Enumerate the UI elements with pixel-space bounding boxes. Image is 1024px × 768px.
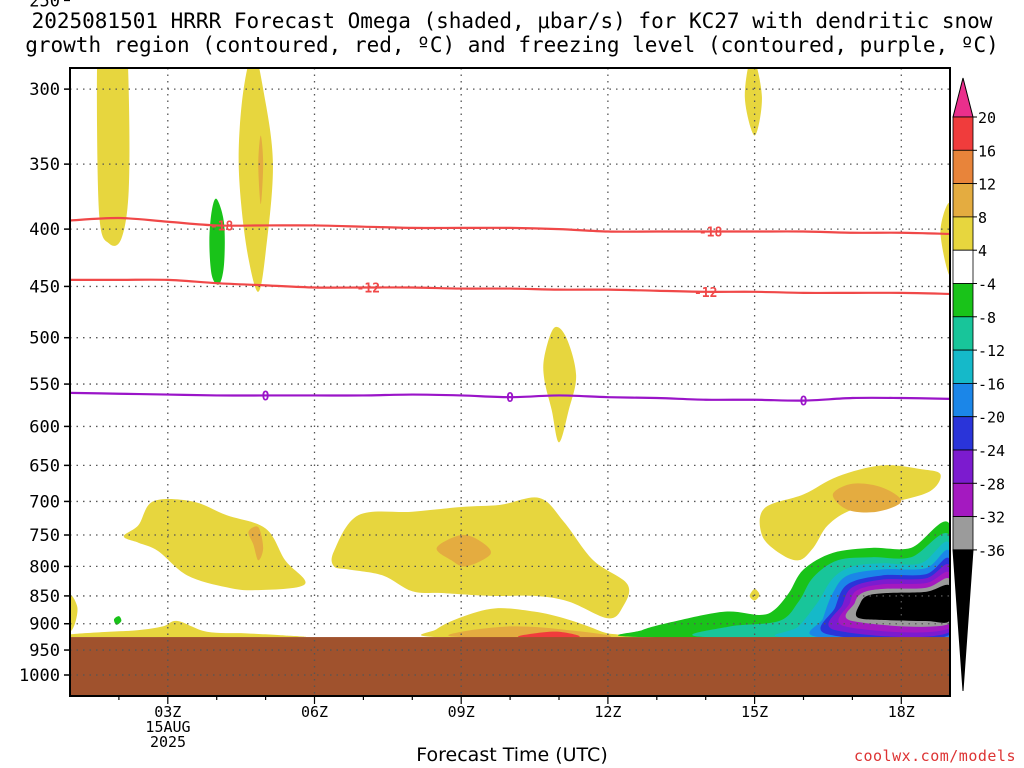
temperature-contours: -18 -18 -12 -12 0 0 0 <box>70 216 950 410</box>
y-tick-label-300: 300 <box>29 80 60 100</box>
omega-region-17 <box>832 483 902 513</box>
contour-label-2-1: 0 <box>506 391 514 406</box>
y-tick-label-500: 500 <box>29 329 60 349</box>
omega-region-14 <box>70 595 78 631</box>
colorbar-label-7: -12 <box>978 342 1005 360</box>
y-tick-label-550: 550 <box>29 375 60 395</box>
colorbar-segment-11 <box>952 449 974 484</box>
contour-line-1 <box>70 278 950 296</box>
omega-region-19 <box>940 202 950 276</box>
y-tick-label-650: 650 <box>29 456 60 476</box>
omega-region-13 <box>70 620 307 638</box>
y-tick-label-1000: 1000 <box>19 666 60 686</box>
colorbar-segment-7 <box>952 316 974 351</box>
contour-label-2-0: 0 <box>262 389 270 404</box>
omega-region-0 <box>96 68 130 246</box>
colorbar-label-13: -36 <box>978 542 1005 560</box>
omega-region-2 <box>258 135 264 205</box>
colorbar-label-8: -16 <box>978 375 1005 393</box>
date-label: 15AUG 2025 <box>128 720 208 750</box>
y-tick-label-900: 900 <box>29 615 60 635</box>
x-tick-label-15Z: 15Z <box>741 703 768 721</box>
chart-title-line-1: 2025081501 HRRR Forecast Omega (shaded, … <box>31 9 993 33</box>
y-tick-label-850: 850 <box>29 587 60 607</box>
colorbar-segment-2 <box>952 149 974 185</box>
date-label-year: 2025 <box>149 733 187 751</box>
colorbar-label-0: 20 <box>978 109 996 127</box>
x-tick-label-09Z: 09Z <box>448 703 475 721</box>
credit-link[interactable]: coolwx.com/models <box>853 747 1016 765</box>
date-label-day: 15AUG <box>145 718 191 736</box>
y-tick-label-600: 600 <box>29 417 60 437</box>
y-tick-label-250: 250 <box>29 0 60 11</box>
plot-area <box>70 68 950 696</box>
omega-colorbar: 20 16 12 8 4 -4 -8 -12 -16 -20 -24 -28 -32 -36 <box>952 77 1005 692</box>
x-tick-label-12Z: 12Z <box>594 703 621 721</box>
colorbar-label-1: 16 <box>978 142 996 160</box>
omega-region-15 <box>113 616 122 625</box>
y-tick-label-400: 400 <box>29 220 60 240</box>
x-tick-label-18Z: 18Z <box>888 703 915 721</box>
colorbar-segment-10 <box>952 416 974 451</box>
omega-region-12 <box>517 631 580 638</box>
time-axis: 03Z 06Z 09Z 12Z 15Z 18Z <box>118 696 915 721</box>
omega-region-4 <box>744 68 762 136</box>
colorbar-label-11: -28 <box>978 475 1005 493</box>
omega-region-16 <box>759 465 941 561</box>
colorbar-label-12: -32 <box>978 509 1005 527</box>
colorbar-segment-9 <box>952 382 974 418</box>
y-tick-label-350: 350 <box>29 155 60 175</box>
pressure-axis: 250 300 350 400 450 500 550 600 650 700 750 800 850 9… <box>19 0 70 686</box>
y-tick-label-800: 800 <box>29 557 60 577</box>
colorbar-label-2: 12 <box>978 176 996 194</box>
x-axis-label: Forecast Time (UTC) <box>416 744 608 766</box>
colorbar-segment-6 <box>952 283 974 318</box>
contour-label-0-1: -18 <box>699 226 723 241</box>
y-tick-label-750: 750 <box>29 526 60 546</box>
x-tick-label-03Z: 03Z <box>154 703 181 721</box>
colorbar-label-9: -20 <box>978 409 1005 427</box>
colorbar-label-4: 4 <box>978 242 987 260</box>
contour-label-0-0: -18 <box>210 219 234 234</box>
omega-region-9 <box>436 534 492 567</box>
y-tick-label-450: 450 <box>29 277 60 297</box>
contour-label-1-0: -12 <box>357 282 380 297</box>
contour-line-2 <box>70 391 950 402</box>
x-tick-label-06Z: 06Z <box>301 703 328 721</box>
colorbar-top-arrow <box>952 77 974 118</box>
colorbar-segment-3 <box>952 183 974 218</box>
chart-title-line-2: growth region (contoured, red, ºC) and f… <box>25 33 999 57</box>
contour-line-0 <box>70 216 950 236</box>
contour-label-2-2: 0 <box>800 395 808 410</box>
colorbar-segment-5 <box>952 249 974 284</box>
omega-region-5 <box>543 326 577 443</box>
y-tick-label-700: 700 <box>29 492 60 512</box>
omega-region-1 <box>238 68 273 292</box>
colorbar-segment-4 <box>952 216 974 251</box>
omega-region-3 <box>209 198 225 285</box>
colorbar-segment-8 <box>952 349 974 384</box>
colorbar-segment-12 <box>952 482 974 517</box>
colorbar-label-10: -24 <box>978 442 1005 460</box>
colorbar-label-3: 8 <box>978 209 987 227</box>
y-tick-label-950: 950 <box>29 641 60 661</box>
colorbar-segment-13 <box>952 516 974 551</box>
omega-region-6 <box>123 499 306 591</box>
colorbar-label-6: -8 <box>978 309 996 327</box>
underground-fill <box>70 637 950 696</box>
colorbar-segment-1 <box>952 116 974 151</box>
colorbar-label-5: -4 <box>978 276 996 294</box>
omega-region-28 <box>855 584 950 623</box>
grid-lines <box>70 68 950 696</box>
colorbar-bottom-arrow <box>952 549 974 692</box>
contour-label-1-1: -12 <box>694 286 717 301</box>
